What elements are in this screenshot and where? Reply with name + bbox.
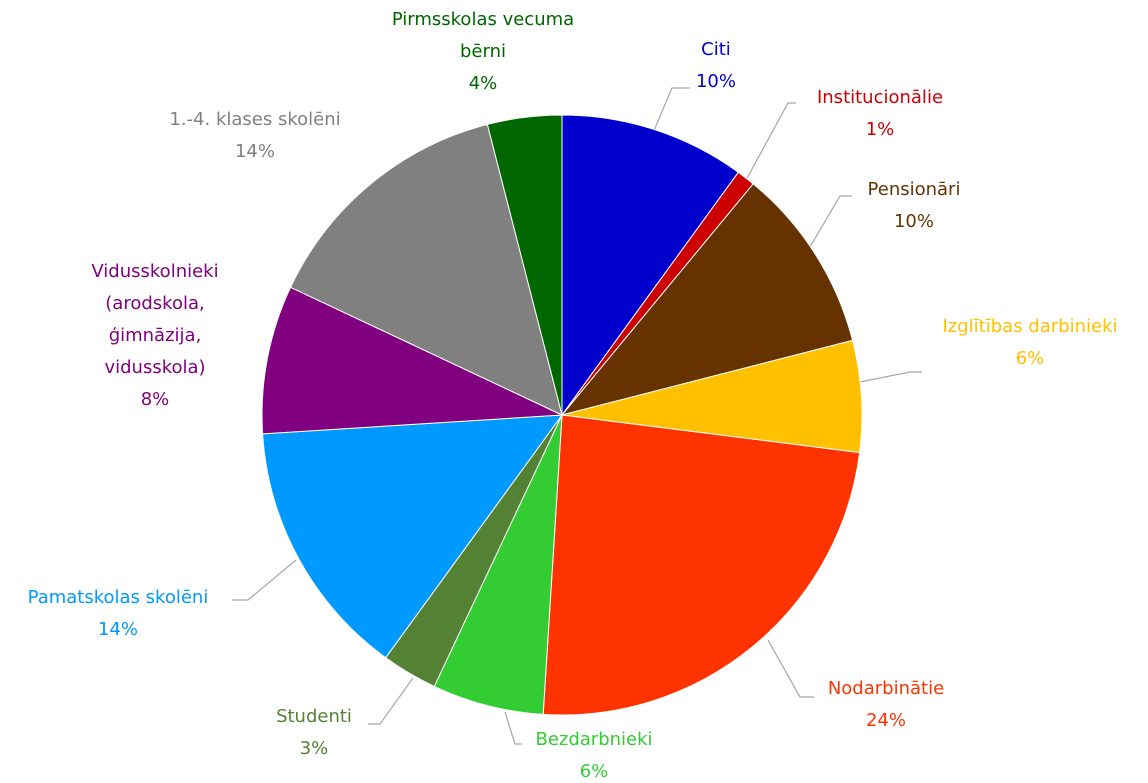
leader-line — [744, 102, 796, 183]
category-label: Izglītības darbinieki — [942, 316, 1118, 337]
category-label: Pamatskolas skolēni — [27, 587, 209, 608]
value-label: 1% — [865, 119, 895, 140]
pie-slice — [289, 123, 563, 416]
slice-label: Pensionāri 10% — [844, 174, 984, 238]
value-label: 3% — [299, 738, 329, 759]
leader-line — [649, 87, 690, 141]
value-label: 24% — [865, 710, 906, 731]
value-label: 4% — [468, 73, 498, 94]
leader-lines — [232, 87, 922, 745]
category-label: Citi — [701, 39, 731, 60]
category-label: Vidusskolnieki (arodskola, ģimnāzija, vi… — [91, 261, 219, 378]
category-label: 1.-4. klases skolēni — [169, 109, 341, 130]
value-label: 6% — [579, 761, 609, 782]
slice-label: Pamatskolas skolēni 14% — [3, 582, 233, 646]
category-label: Pirmsskolas vecuma bērni — [391, 9, 575, 62]
category-label: Institucionālie — [816, 87, 944, 108]
value-label: 14% — [234, 141, 275, 162]
value-label: 14% — [97, 619, 138, 640]
slice-label: Izglītības darbinieki 6% — [910, 311, 1148, 375]
slice-label: Studenti 3% — [254, 701, 374, 765]
pie-slice — [486, 114, 563, 416]
pie-slice — [262, 414, 564, 659]
category-label: Bezdarbnieki — [535, 729, 653, 750]
category-label: Pensionāri — [867, 179, 961, 200]
leader-line — [232, 559, 297, 601]
pie-slice — [261, 286, 563, 435]
category-label: Nodarbinātie — [827, 678, 945, 699]
value-label: 10% — [695, 71, 736, 92]
slice-label: 1.-4. klases skolēni 14% — [135, 104, 375, 168]
leader-line — [809, 195, 852, 248]
leader-line — [767, 639, 814, 698]
slice-label: Pirmsskolas vecuma bērni 4% — [373, 4, 593, 100]
slice-label: Vidusskolnieki (arodskola, ģimnāzija, vi… — [80, 256, 230, 416]
pie-slice — [561, 114, 740, 417]
slice-label: Nodarbinātie 24% — [806, 673, 966, 737]
leader-line — [368, 677, 414, 725]
value-label: 10% — [893, 211, 934, 232]
slice-label: Institucionālie 1% — [790, 82, 970, 146]
slice-label: Citi 10% — [676, 34, 756, 98]
value-label: 8% — [140, 389, 170, 410]
pie-slice — [542, 414, 861, 716]
leader-line — [859, 371, 922, 383]
category-label: Studenti — [276, 706, 352, 727]
slice-label: Bezdarbnieki 6% — [504, 724, 684, 783]
pie-slice — [560, 183, 854, 416]
leader-line — [504, 711, 522, 745]
value-label: 6% — [1015, 348, 1045, 369]
